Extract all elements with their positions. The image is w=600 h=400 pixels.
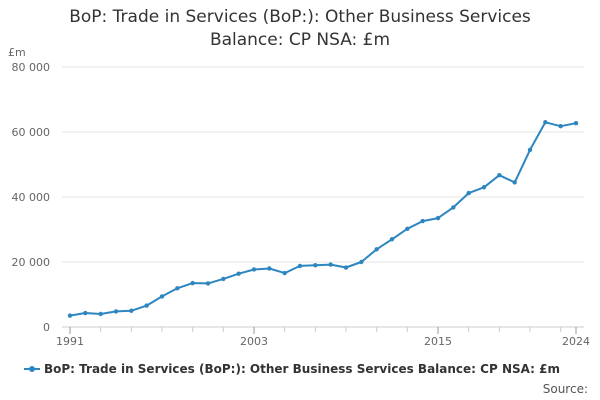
data-point[interactable] (144, 303, 149, 308)
legend[interactable]: BoP: Trade in Services (BoP:): Other Bus… (24, 362, 560, 376)
data-point[interactable] (98, 311, 103, 317)
chart-title-line-1: BoP: Trade in Services (BoP:): Other Bus… (69, 7, 531, 27)
data-point[interactable] (543, 120, 548, 125)
data-point[interactable] (466, 190, 471, 196)
chart-title: BoP: Trade in Services (BoP:): Other Bus… (0, 6, 600, 52)
y-axis-ticks: 0 20 000 40 000 60 000 80 000 (12, 61, 51, 334)
y-tick-label: 80 000 (12, 61, 51, 74)
data-point[interactable] (420, 218, 425, 224)
data-point[interactable] (558, 123, 563, 129)
x-tick-label: 1991 (56, 335, 84, 348)
data-point[interactable] (175, 286, 180, 291)
source-label: Source: (542, 382, 588, 396)
data-point[interactable] (83, 310, 88, 316)
series-line (69, 121, 577, 317)
gridlines (62, 66, 584, 328)
line-chart: £m 0 20 000 40 000 60 000 80 000 1991 2003 201… (8, 46, 590, 348)
data-point[interactable] (359, 259, 364, 265)
y-axis-label: £m (8, 46, 26, 59)
data-point[interactable] (313, 263, 318, 268)
data-point[interactable] (451, 205, 456, 210)
data-point[interactable] (481, 185, 487, 190)
series-layer (67, 120, 579, 318)
data-point[interactable] (435, 215, 441, 221)
y-tick-label: 0 (43, 321, 50, 334)
data-point[interactable] (159, 294, 165, 299)
data-point[interactable] (328, 262, 333, 267)
data-point[interactable] (236, 271, 241, 276)
data-point[interactable] (297, 263, 303, 269)
y-tick-label: 40 000 (12, 191, 51, 204)
x-tick-label: 2003 (240, 335, 268, 348)
data-point[interactable] (129, 308, 134, 313)
data-point[interactable] (343, 265, 349, 270)
chart-title-line-2: Balance: CP NSA: £m (209, 30, 391, 50)
data-point[interactable] (190, 280, 195, 286)
data-point[interactable] (267, 266, 272, 271)
data-point[interactable] (405, 226, 410, 232)
data-point[interactable] (374, 247, 379, 252)
data-point[interactable] (573, 121, 579, 126)
y-tick-label: 20 000 (12, 256, 51, 269)
legend-line-marker-icon (24, 365, 40, 373)
data-point[interactable] (497, 173, 502, 178)
data-point[interactable] (113, 309, 119, 314)
y-tick-label: 60 000 (12, 126, 51, 139)
data-point[interactable] (282, 270, 287, 276)
data-point[interactable] (67, 313, 73, 318)
x-axis: 1991 2003 2015 2024 (56, 326, 590, 348)
data-point[interactable] (205, 281, 211, 286)
data-point[interactable] (527, 147, 533, 153)
x-tick-label: 2024 (562, 335, 590, 348)
x-tick-label: 2015 (424, 335, 452, 348)
data-point[interactable] (221, 276, 226, 282)
data-point[interactable] (251, 267, 257, 272)
data-point[interactable] (389, 237, 395, 242)
data-point[interactable] (512, 180, 517, 185)
legend-label: BoP: Trade in Services (BoP:): Other Bus… (44, 362, 560, 376)
